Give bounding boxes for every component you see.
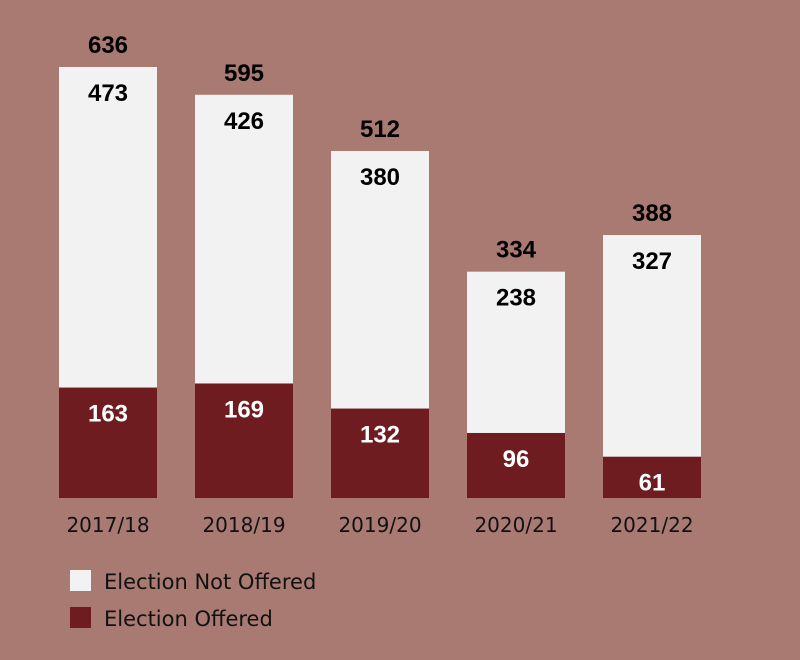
bars-group	[59, 67, 701, 498]
value-label-offered: 96	[503, 446, 530, 473]
bar-not-offered-2019/20	[331, 151, 429, 409]
value-label-not-offered: 473	[88, 80, 128, 107]
total-label: 512	[360, 116, 400, 143]
bar-offered-2020/21	[467, 432, 565, 498]
total-label: 334	[496, 237, 537, 264]
category-label: 2021/22	[610, 513, 693, 537]
category-label: 2020/21	[474, 513, 557, 537]
value-label-offered: 61	[639, 470, 666, 497]
legend-swatch	[70, 607, 91, 628]
bar-offered-2017/18	[59, 387, 157, 498]
legend: Election Not Offered Election Offered	[70, 570, 316, 631]
category-label: 2018/19	[202, 513, 285, 537]
bar-offered-2018/19	[195, 383, 293, 498]
bar-offered-2019/20	[331, 408, 429, 498]
legend-swatch	[70, 570, 91, 591]
total-label: 388	[632, 200, 672, 227]
bar-not-offered-2021/22	[603, 235, 701, 457]
labels-group: 163 473 636 2017/18 169 426 595 2018/19 132 380 51…	[66, 32, 693, 537]
bar-offered-2021/22	[603, 456, 701, 498]
legend-label: Election Not Offered	[104, 570, 316, 594]
bar-not-offered-2020/21	[467, 271, 565, 433]
bar-not-offered-2017/18	[59, 67, 157, 388]
category-label: 2019/20	[338, 513, 421, 537]
bar-not-offered-2018/19	[195, 94, 293, 384]
value-label-not-offered: 238	[496, 285, 536, 312]
legend-label: Election Offered	[104, 607, 273, 631]
value-label-offered: 169	[224, 396, 264, 423]
total-label: 595	[224, 60, 264, 87]
value-label-not-offered: 380	[360, 164, 400, 191]
value-label-offered: 132	[360, 422, 400, 449]
value-label-offered: 163	[88, 401, 128, 428]
total-label: 636	[88, 32, 128, 59]
category-label: 2017/18	[66, 513, 149, 537]
value-label-not-offered: 327	[632, 248, 672, 275]
value-label-not-offered: 426	[224, 108, 264, 135]
